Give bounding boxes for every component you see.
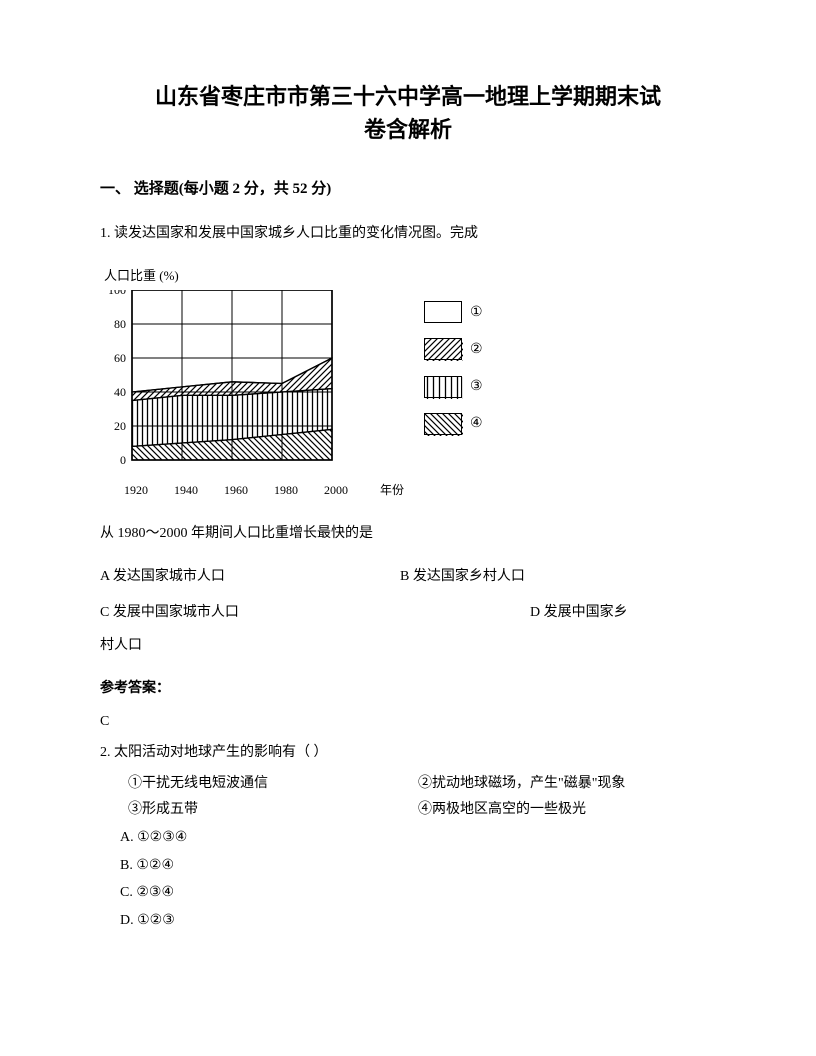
- legend-label-4: ④: [470, 411, 483, 436]
- q1-option-c: C 发展中国家城市人口: [100, 600, 530, 625]
- section-header: 一、 选择题(每小题 2 分，共 52 分): [100, 176, 716, 203]
- q2-item1: ①干扰无线电短波通信: [128, 771, 418, 798]
- swatch-4-icon: [425, 414, 463, 436]
- q1-option-b: B 发达国家乡村人口: [400, 564, 525, 589]
- swatch-1-icon: [425, 302, 463, 324]
- chart-container: 人口比重 (%) 0 20 40 60 80 100 192019401960198020…: [100, 264, 716, 501]
- q2-choice-d: D. ①②③: [120, 908, 716, 935]
- legend-label-1: ①: [470, 300, 483, 325]
- svg-text:60: 60: [114, 351, 126, 365]
- legend-label-3: ③: [470, 374, 483, 399]
- q2-choice-a: A. ①②③④: [120, 825, 716, 852]
- legend-item-1: ①: [424, 300, 483, 325]
- legend-label-2: ②: [470, 337, 483, 362]
- q1-options: A 发达国家城市人口 B 发达国家乡村人口 C 发展中国家城市人口 D 发展中国…: [100, 564, 716, 658]
- svg-text:40: 40: [114, 385, 126, 399]
- swatch-2-icon: [425, 339, 463, 361]
- q2: 2. 太阳活动对地球产生的影响有（ ） ①干扰无线电短波通信 ②扰动地球磁场，产…: [100, 740, 716, 934]
- x-tick-row: 19201940196019802000年份: [124, 480, 404, 502]
- svg-text:20: 20: [114, 419, 126, 433]
- q1-stem: 1. 读发达国家和发展中国家城乡人口比重的变化情况图。完成: [100, 221, 716, 246]
- svg-text:80: 80: [114, 317, 126, 331]
- q1-option-a: A 发达国家城市人口: [100, 564, 400, 589]
- q2-choice-c: C. ②③④: [120, 880, 716, 907]
- legend-item-2: ②: [424, 337, 483, 362]
- stacked-area-chart: 0 20 40 60 80 100: [100, 290, 340, 480]
- legend-item-3: ③: [424, 374, 483, 399]
- q1-option-d: D 发展中国家乡: [530, 600, 628, 625]
- page-title: 山东省枣庄市市第三十六中学高一地理上学期期末试 卷含解析: [100, 80, 716, 146]
- swatch-3-icon: [425, 377, 463, 399]
- legend-item-4: ④: [424, 411, 483, 436]
- title-line-2: 卷含解析: [100, 113, 716, 146]
- q2-choice-b: B. ①②④: [120, 853, 716, 880]
- q1-sub: 从 1980～2000 年期间人口比重增长最快的是: [100, 521, 716, 546]
- chart-plot: 0 20 40 60 80 100 19201940196019802000年份: [100, 290, 404, 502]
- q2-stem: 2. 太阳活动对地球产生的影响有（ ）: [100, 740, 716, 767]
- q1-option-d-cont: 村人口: [100, 633, 716, 658]
- chart-legend: ① ② ③ ④: [424, 300, 483, 449]
- y-axis-label: 人口比重 (%): [104, 264, 716, 287]
- answer-label: 参考答案：: [100, 676, 716, 701]
- q2-item2: ②扰动地球磁场，产生"磁暴"现象: [418, 771, 625, 798]
- q2-item4: ④两极地区高空的一些极光: [418, 797, 586, 824]
- q2-item3: ③形成五带: [128, 797, 418, 824]
- q1-answer: C: [100, 709, 716, 734]
- svg-text:100: 100: [108, 290, 126, 297]
- title-line-1: 山东省枣庄市市第三十六中学高一地理上学期期末试: [100, 80, 716, 113]
- svg-text:0: 0: [120, 453, 126, 467]
